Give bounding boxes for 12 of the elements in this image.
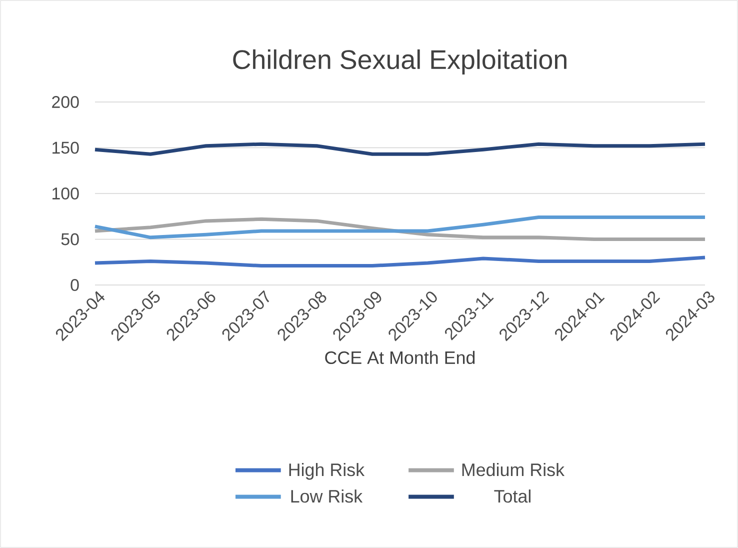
y-tick-label: 50 xyxy=(61,233,79,246)
y-tick-label: 150 xyxy=(52,142,79,154)
legend-label: Medium Risk xyxy=(462,463,565,476)
line-series xyxy=(93,142,707,156)
y-tick-label: 100 xyxy=(52,187,79,200)
y-tick-label: 0 xyxy=(70,278,79,291)
x-axis-title: CCE At Month End xyxy=(325,350,475,364)
y-tick-label: 200 xyxy=(52,96,79,108)
chart-title: Children Sexual Exploitation xyxy=(233,49,566,74)
legend-label: Total xyxy=(494,489,530,503)
legend-label: Low Risk xyxy=(291,489,363,503)
legend-label: High Risk xyxy=(289,463,365,480)
